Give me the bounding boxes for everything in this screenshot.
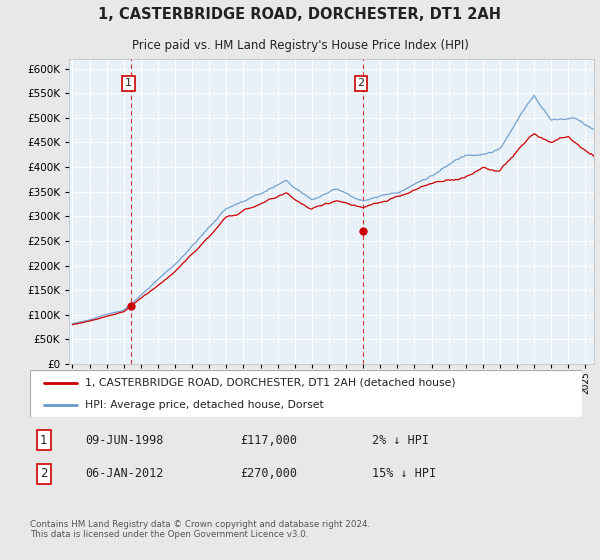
Text: 2: 2 bbox=[40, 467, 47, 480]
Text: 1, CASTERBRIDGE ROAD, DORCHESTER, DT1 2AH (detached house): 1, CASTERBRIDGE ROAD, DORCHESTER, DT1 2A… bbox=[85, 378, 456, 388]
Text: 1, CASTERBRIDGE ROAD, DORCHESTER, DT1 2AH: 1, CASTERBRIDGE ROAD, DORCHESTER, DT1 2A… bbox=[98, 7, 502, 22]
Text: 2: 2 bbox=[358, 78, 364, 88]
Text: 15% ↓ HPI: 15% ↓ HPI bbox=[372, 467, 436, 480]
Text: Price paid vs. HM Land Registry's House Price Index (HPI): Price paid vs. HM Land Registry's House … bbox=[131, 39, 469, 53]
Text: 1: 1 bbox=[125, 78, 132, 88]
Text: 2% ↓ HPI: 2% ↓ HPI bbox=[372, 434, 429, 447]
Text: 06-JAN-2012: 06-JAN-2012 bbox=[85, 467, 164, 480]
Text: HPI: Average price, detached house, Dorset: HPI: Average price, detached house, Dors… bbox=[85, 400, 324, 410]
Text: 1: 1 bbox=[40, 434, 47, 447]
Text: 09-JUN-1998: 09-JUN-1998 bbox=[85, 434, 164, 447]
FancyBboxPatch shape bbox=[30, 370, 582, 417]
Text: Contains HM Land Registry data © Crown copyright and database right 2024.
This d: Contains HM Land Registry data © Crown c… bbox=[30, 520, 370, 539]
Text: £117,000: £117,000 bbox=[240, 434, 297, 447]
Text: £270,000: £270,000 bbox=[240, 467, 297, 480]
